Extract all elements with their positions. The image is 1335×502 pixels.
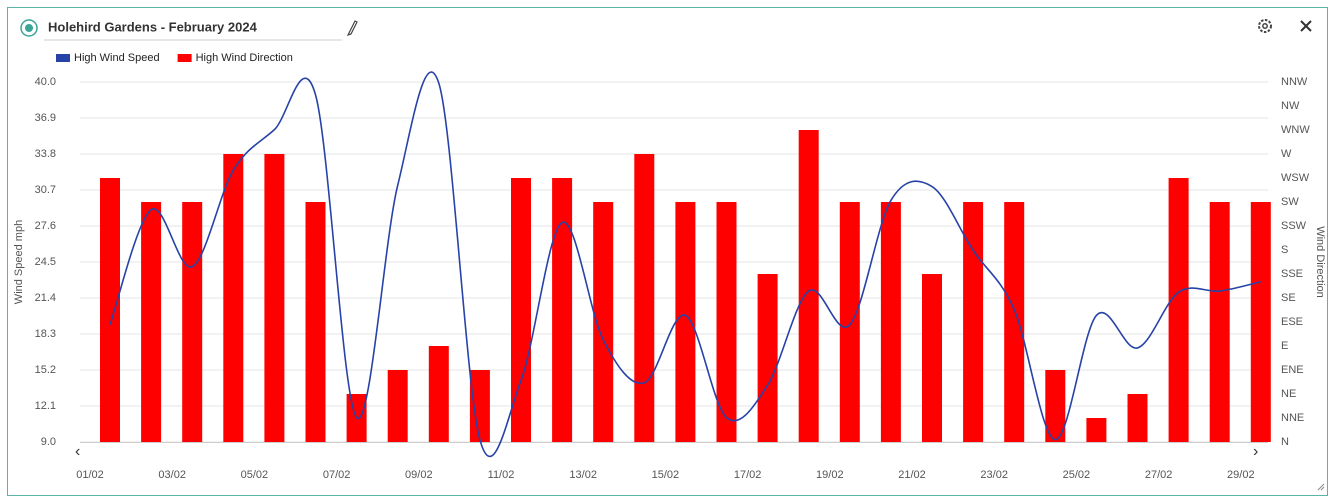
x-tick-label: 09/02 bbox=[405, 469, 433, 481]
bar bbox=[1209, 202, 1230, 442]
y-tick-label: 30.7 bbox=[35, 184, 56, 196]
y2-tick-label: WNW bbox=[1281, 124, 1310, 136]
bar bbox=[264, 154, 285, 442]
bar bbox=[1086, 418, 1107, 442]
bar bbox=[880, 202, 901, 442]
bar bbox=[100, 178, 120, 442]
y-tick-label: 36.9 bbox=[35, 112, 56, 124]
y-axis-title: Wind Speed mph bbox=[13, 220, 25, 304]
x-tick-label: 29/02 bbox=[1227, 469, 1255, 481]
bar bbox=[716, 202, 737, 442]
y2-tick-label: N bbox=[1281, 436, 1289, 448]
bar bbox=[141, 202, 162, 442]
legend-swatch bbox=[177, 54, 192, 62]
y2-tick-label: NNW bbox=[1281, 76, 1308, 88]
bar bbox=[798, 130, 819, 442]
gear-hole bbox=[1262, 23, 1268, 29]
bar bbox=[387, 370, 408, 442]
y2-tick-label: NE bbox=[1281, 388, 1296, 400]
y-tick-label: 9.0 bbox=[41, 436, 56, 448]
gear bbox=[1258, 19, 1272, 33]
line bbox=[109, 71, 1261, 458]
y2-tick-label: ESE bbox=[1281, 316, 1303, 328]
y-tick-label: 12.1 bbox=[35, 400, 56, 412]
bar bbox=[469, 370, 490, 442]
bar bbox=[305, 202, 326, 442]
bar bbox=[963, 202, 984, 442]
bar bbox=[634, 154, 655, 442]
y2-axis-title: Wind Direction bbox=[1314, 226, 1326, 298]
bar bbox=[1045, 370, 1066, 442]
x-tick-label: 11/02 bbox=[488, 469, 515, 481]
settings-icon[interactable] bbox=[1258, 19, 1272, 33]
y2-tick-label: W bbox=[1281, 148, 1292, 160]
y2-tick-label: E bbox=[1281, 340, 1288, 352]
bar bbox=[1250, 202, 1271, 442]
y2-tick-label: SSW bbox=[1281, 220, 1307, 232]
status-dot bbox=[25, 24, 33, 32]
x-tick-label: 17/02 bbox=[734, 469, 762, 481]
bar bbox=[1127, 394, 1148, 442]
bar bbox=[1004, 202, 1025, 442]
bar bbox=[182, 202, 203, 442]
x-tick-label: 19/02 bbox=[816, 469, 844, 481]
x-tick-label: 05/02 bbox=[241, 469, 269, 481]
y-tick-label: 27.6 bbox=[35, 220, 56, 232]
y-tick-label: 40.0 bbox=[35, 76, 56, 88]
prev-arrow[interactable]: ‹ bbox=[75, 443, 80, 460]
x-tick-label: 13/02 bbox=[569, 469, 597, 481]
bar bbox=[757, 274, 778, 442]
y-tick-label: 24.5 bbox=[35, 256, 56, 268]
legend-swatch bbox=[56, 54, 70, 62]
bar bbox=[552, 178, 573, 442]
next-arrow[interactable]: › bbox=[1253, 443, 1258, 460]
y-tick-label: 33.8 bbox=[35, 148, 56, 160]
y-tick-label: 15.2 bbox=[35, 364, 56, 376]
x-tick-label: 15/02 bbox=[652, 469, 680, 481]
y2-tick-label: SSE bbox=[1281, 268, 1303, 280]
bar bbox=[922, 274, 942, 442]
y-tick-label: 18.3 bbox=[35, 328, 56, 340]
x-tick-label: 27/02 bbox=[1145, 469, 1173, 481]
y-tick-label: 21.4 bbox=[35, 292, 56, 304]
y2-tick-label: NNE bbox=[1281, 412, 1304, 424]
close-icon[interactable] bbox=[1300, 20, 1312, 32]
bar bbox=[428, 346, 449, 442]
bar bbox=[511, 178, 531, 442]
y2-tick-label: WSW bbox=[1281, 172, 1310, 184]
status-icon[interactable] bbox=[20, 19, 38, 37]
y2-tick-label: NW bbox=[1281, 100, 1300, 112]
chart-title[interactable]: Holehird Gardens - February 2024 bbox=[48, 19, 258, 34]
x-tick-label: 25/02 bbox=[1063, 469, 1091, 481]
bar bbox=[675, 202, 696, 442]
bar bbox=[839, 202, 860, 442]
legend-label[interactable]: High Wind Speed bbox=[74, 52, 160, 64]
x-tick-label: 01/02 bbox=[76, 469, 104, 481]
bar bbox=[1168, 178, 1189, 442]
legend-label[interactable]: High Wind Direction bbox=[196, 52, 293, 64]
x-tick-label: 03/02 bbox=[158, 469, 186, 481]
y2-tick-label: S bbox=[1281, 244, 1288, 256]
bar bbox=[593, 202, 614, 442]
y2-tick-label: SW bbox=[1281, 196, 1299, 208]
y2-tick-label: ENE bbox=[1281, 364, 1304, 376]
x-tick-label: 21/02 bbox=[898, 469, 926, 481]
x-tick-label: 07/02 bbox=[323, 469, 351, 481]
resize-grip[interactable] bbox=[1317, 483, 1325, 491]
bar bbox=[223, 154, 244, 442]
y2-tick-label: SE bbox=[1281, 292, 1296, 304]
edit-icon[interactable] bbox=[346, 20, 358, 37]
x-tick-label: 23/02 bbox=[980, 469, 1008, 481]
